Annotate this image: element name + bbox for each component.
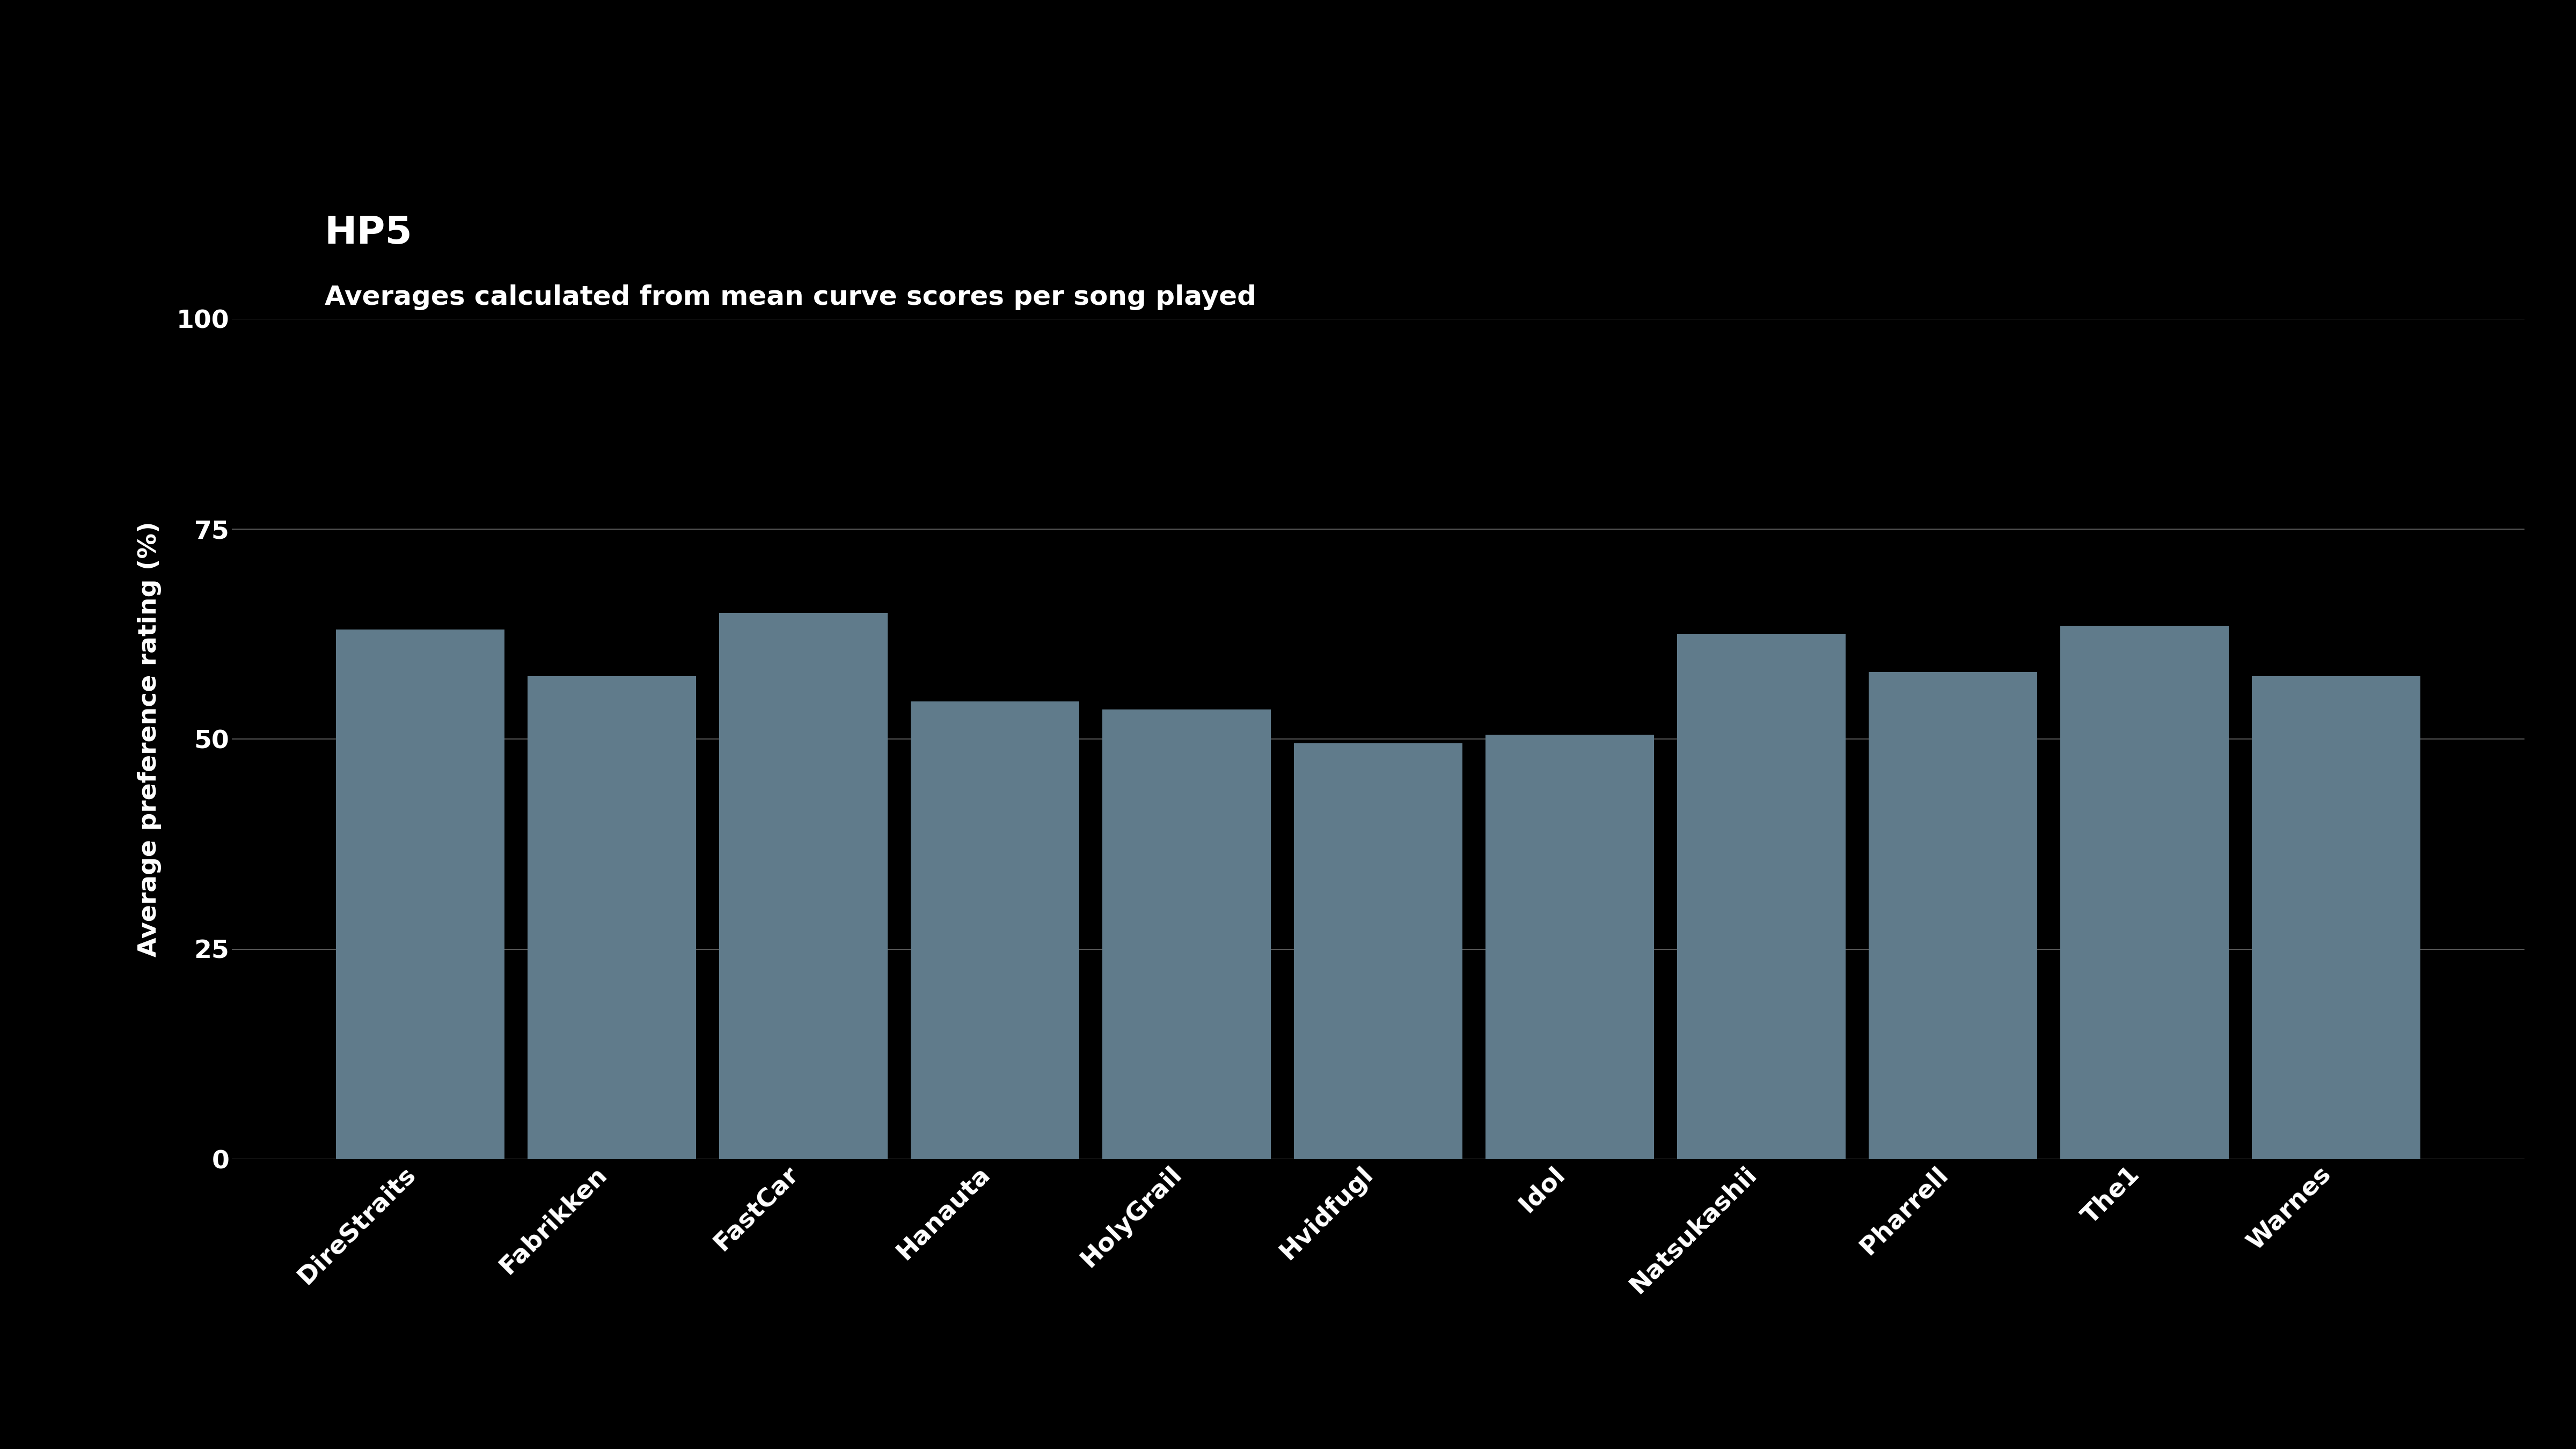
Bar bbox=[1103, 710, 1270, 1159]
Text: HP5: HP5 bbox=[325, 214, 412, 252]
Bar bbox=[1293, 743, 1463, 1159]
Bar bbox=[1486, 735, 1654, 1159]
Bar bbox=[1677, 635, 1844, 1159]
Text: Averages calculated from mean curve scores per song played: Averages calculated from mean curve scor… bbox=[325, 284, 1257, 310]
Bar bbox=[1868, 672, 2038, 1159]
Bar bbox=[2061, 626, 2228, 1159]
Bar bbox=[719, 613, 889, 1159]
Bar bbox=[912, 701, 1079, 1159]
Bar bbox=[2251, 677, 2421, 1159]
Bar bbox=[528, 677, 696, 1159]
Bar bbox=[335, 630, 505, 1159]
Y-axis label: Average preference rating (%): Average preference rating (%) bbox=[137, 522, 162, 956]
